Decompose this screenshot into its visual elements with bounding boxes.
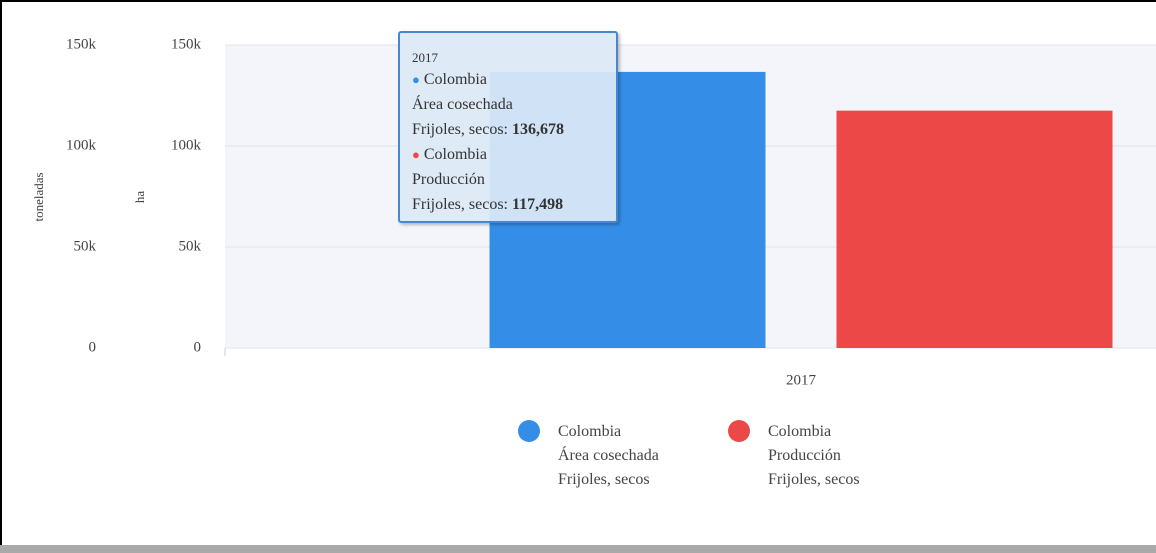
y-tick-label: 50k (74, 238, 97, 254)
frame-top (0, 0, 1156, 2)
tooltip-item: ● Colombia Producción Frijoles, secos: 117… (412, 142, 616, 217)
y-tick-label: 150k (66, 36, 97, 52)
y2-tick-label: 150k (171, 36, 202, 52)
tooltip-marker: ● (412, 147, 420, 162)
y2-tick-label: 50k (179, 238, 202, 254)
tooltip: 2017 ● Colombia Área cosechada Frijoles, s… (398, 31, 618, 223)
frame-left (0, 0, 2, 553)
legend-label[interactable]: Colombia Producción Frijoles, secos (768, 423, 860, 488)
tooltip-marker: ● (412, 72, 420, 87)
y-tick-label: 100k (66, 137, 97, 153)
tooltip-item: ● Colombia Área cosechada Frijoles, secos… (412, 67, 616, 142)
tooltip-label: Colombia Área cosechada Frijoles, secos: (412, 71, 513, 138)
y-tick-label: 0 (89, 339, 97, 355)
legend-item[interactable]: Colombia Área cosechada Frijoles, secos (518, 420, 659, 492)
tooltip-value: 117,498 (512, 196, 564, 213)
x-tick-label: 2017 (786, 372, 817, 388)
tooltip-label: Colombia Producción Frijoles, secos: (412, 146, 508, 213)
y2-tick-label: 0 (194, 339, 202, 355)
bar (836, 110, 1113, 348)
y2-tick-label: 100k (171, 137, 202, 153)
frame-bottom (0, 545, 1156, 553)
legend-item[interactable]: Colombia Producción Frijoles, secos (728, 420, 860, 492)
legend-label[interactable]: Colombia Área cosechada Frijoles, secos (558, 423, 659, 488)
legend-marker[interactable] (518, 420, 540, 442)
tooltip-title: 2017 (412, 50, 438, 65)
tooltip-value: 136,678 (512, 121, 564, 138)
y2-axis-title: ha (132, 191, 147, 204)
y-axis-title: toneladas (31, 172, 46, 221)
legend-marker[interactable] (728, 420, 750, 442)
